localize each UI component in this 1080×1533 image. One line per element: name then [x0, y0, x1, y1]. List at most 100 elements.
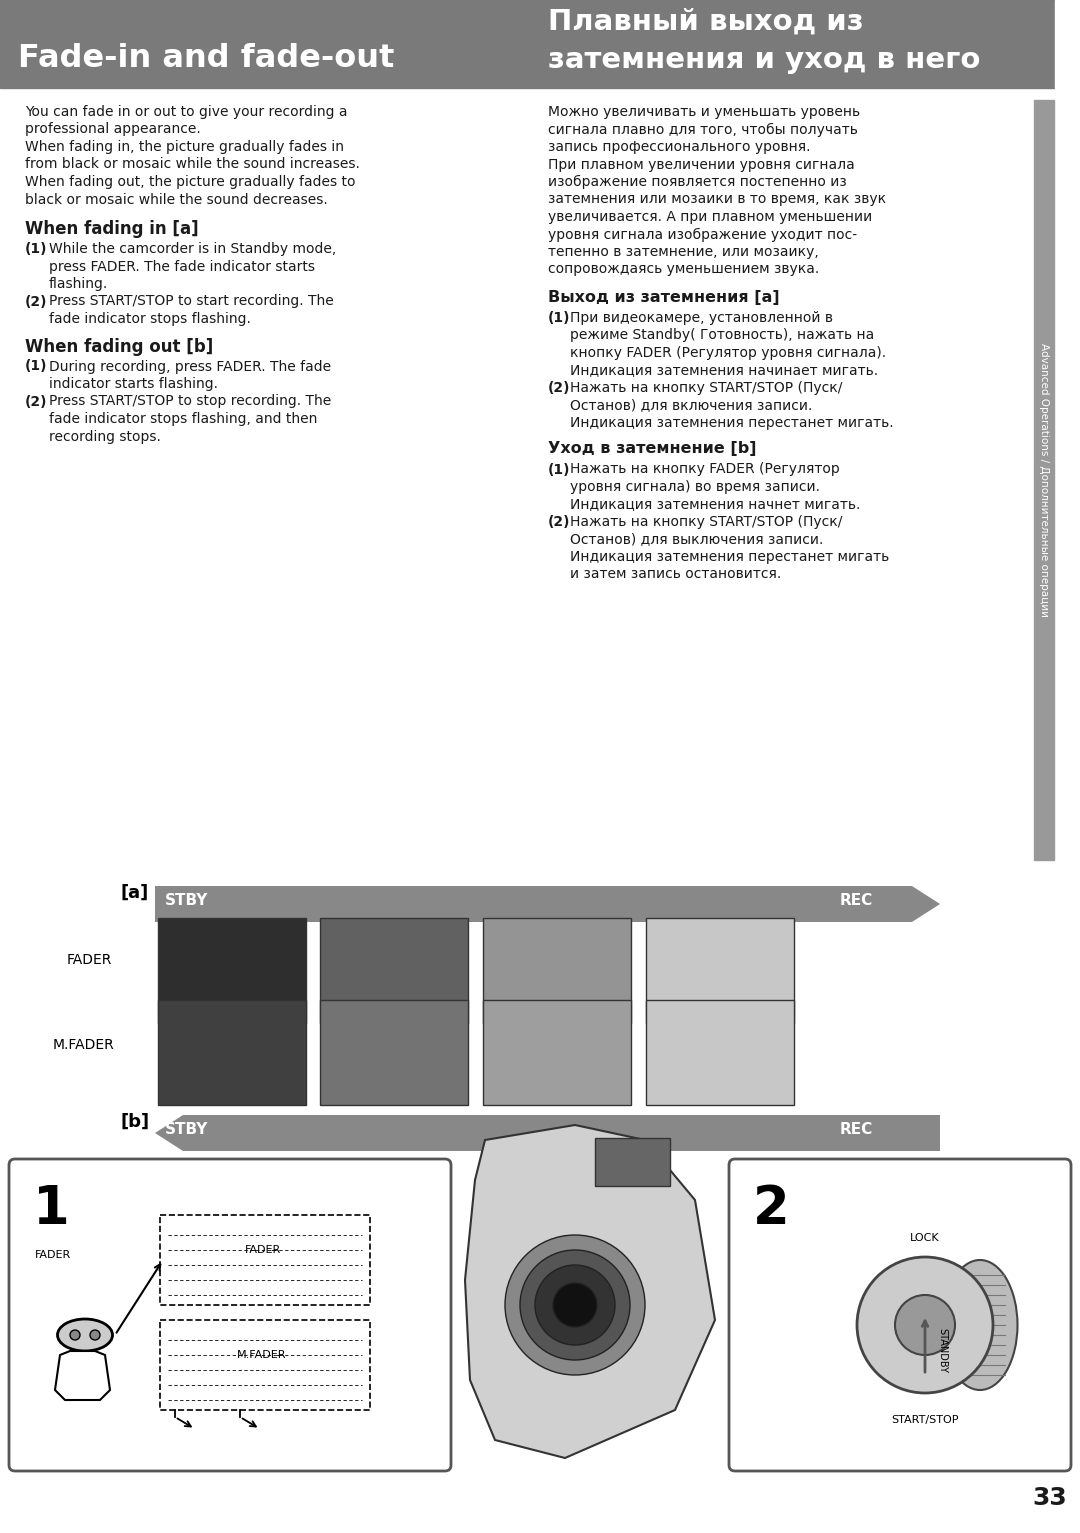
Circle shape: [90, 1331, 100, 1340]
Polygon shape: [55, 1351, 110, 1400]
Text: [b]: [b]: [120, 1113, 149, 1131]
Text: (2): (2): [25, 394, 48, 408]
Text: LOCK: LOCK: [910, 1233, 940, 1243]
Text: START/STOP: START/STOP: [891, 1415, 959, 1426]
FancyBboxPatch shape: [9, 1159, 451, 1472]
Text: [a]: [a]: [120, 885, 148, 901]
Circle shape: [505, 1236, 645, 1375]
Circle shape: [553, 1283, 597, 1328]
Text: –: –: [270, 1245, 275, 1256]
Text: STBY: STBY: [165, 1122, 208, 1137]
Text: (2): (2): [548, 382, 570, 396]
Text: запись профессионального уровня.: запись профессионального уровня.: [548, 140, 810, 153]
Text: When fading in, the picture gradually fades in: When fading in, the picture gradually fa…: [25, 140, 345, 153]
Text: 33: 33: [1032, 1485, 1067, 1510]
Text: black or mosaic while the sound decreases.: black or mosaic while the sound decrease…: [25, 193, 327, 207]
Text: уровня сигнала) во время записи.: уровня сигнала) во время записи.: [570, 480, 820, 494]
Text: (2): (2): [548, 515, 570, 529]
Text: from black or mosaic while the sound increases.: from black or mosaic while the sound inc…: [25, 158, 360, 172]
Text: While the camcorder is in Standby mode,: While the camcorder is in Standby mode,: [49, 242, 336, 256]
Text: (1): (1): [548, 311, 570, 325]
Text: fade indicator stops flashing.: fade indicator stops flashing.: [49, 313, 251, 327]
Text: M.FADER: M.FADER: [53, 1038, 114, 1052]
Text: Можно увеличивать и уменьшать уровень: Можно увеличивать и уменьшать уровень: [548, 104, 860, 120]
Text: Press START/STOP to start recording. The: Press START/STOP to start recording. The: [49, 294, 334, 308]
Text: При плавном увеличении уровня сигнала: При плавном увеличении уровня сигнала: [548, 158, 854, 172]
Text: Нажать на кнопку START/STOP (Пуск/: Нажать на кнопку START/STOP (Пуск/: [570, 382, 842, 396]
Bar: [483, 1000, 631, 1105]
Text: M.FADER: M.FADER: [237, 1351, 286, 1360]
Text: Press START/STOP to stop recording. The: Press START/STOP to stop recording. The: [49, 394, 332, 408]
Text: Останов) для выключения записи.: Останов) для выключения записи.: [570, 532, 823, 546]
Bar: [320, 918, 468, 1023]
Bar: [158, 918, 306, 1023]
Text: recording stops.: recording stops.: [49, 429, 161, 443]
Text: FADER: FADER: [67, 954, 112, 967]
Text: затемнения или мозаики в то время, как звук: затемнения или мозаики в то время, как з…: [548, 193, 886, 207]
Text: FADER: FADER: [245, 1245, 281, 1256]
Text: (1): (1): [548, 463, 570, 477]
Text: FADER: FADER: [35, 1249, 71, 1260]
Text: Индикация затемнения начинает мигать.: Индикация затемнения начинает мигать.: [570, 363, 878, 377]
Text: Останов) для включения записи.: Останов) для включения записи.: [570, 399, 812, 412]
Text: STBY: STBY: [165, 894, 208, 908]
Text: сигнала плавно для того, чтобы получать: сигнала плавно для того, чтобы получать: [548, 123, 858, 136]
Text: затемнения и уход в него: затемнения и уход в него: [548, 46, 981, 74]
Ellipse shape: [57, 1318, 112, 1351]
Text: (2): (2): [25, 294, 48, 308]
Text: Индикация затемнения начнет мигать.: Индикация затемнения начнет мигать.: [570, 498, 861, 512]
Text: STANDBY: STANDBY: [937, 1328, 947, 1372]
Text: Выход из затемнения [а]: Выход из затемнения [а]: [548, 290, 780, 305]
Text: –: –: [275, 1351, 281, 1360]
Bar: [646, 918, 794, 1023]
Bar: [646, 1000, 794, 1105]
Text: When fading out, the picture gradually fades to: When fading out, the picture gradually f…: [25, 175, 355, 189]
Bar: [1034, 100, 1054, 860]
Circle shape: [519, 1249, 630, 1360]
Bar: [160, 1216, 370, 1305]
Text: сопровождаясь уменьшением звука.: сопровождаясь уменьшением звука.: [548, 262, 820, 276]
Text: Нажать на кнопку FADER (Регулятор: Нажать на кнопку FADER (Регулятор: [570, 463, 840, 477]
Text: 2: 2: [753, 1183, 789, 1236]
Text: fade indicator stops flashing, and then: fade indicator stops flashing, and then: [49, 412, 318, 426]
FancyBboxPatch shape: [729, 1159, 1071, 1472]
Text: During recording, press FADER. The fade: During recording, press FADER. The fade: [49, 360, 332, 374]
Bar: [483, 918, 631, 1023]
Text: You can fade in or out to give your recording a: You can fade in or out to give your reco…: [25, 104, 348, 120]
Text: Нажать на кнопку START/STOP (Пуск/: Нажать на кнопку START/STOP (Пуск/: [570, 515, 842, 529]
Text: Индикация затемнения перестанет мигать: Индикация затемнения перестанет мигать: [570, 550, 889, 564]
Text: professional appearance.: professional appearance.: [25, 123, 201, 136]
Text: REC: REC: [840, 1122, 874, 1137]
Text: (1): (1): [25, 360, 48, 374]
Ellipse shape: [943, 1260, 1017, 1390]
Polygon shape: [156, 886, 940, 921]
Circle shape: [858, 1257, 993, 1393]
Text: тепенно в затемнение, или мозаику,: тепенно в затемнение, или мозаику,: [548, 245, 819, 259]
Text: REC: REC: [840, 894, 874, 908]
Bar: [320, 1000, 468, 1105]
Polygon shape: [156, 1114, 940, 1151]
Text: Advanced Operations / Дополнительные операции: Advanced Operations / Дополнительные опе…: [1039, 343, 1049, 616]
Bar: [595, 1137, 670, 1187]
Bar: [158, 1000, 306, 1105]
Text: When fading out [b]: When fading out [b]: [25, 337, 213, 356]
Text: 1: 1: [33, 1183, 70, 1236]
Text: Уход в затемнение [b]: Уход в затемнение [b]: [548, 442, 756, 457]
Text: When fading in [a]: When fading in [a]: [25, 221, 199, 238]
Text: flashing.: flashing.: [49, 277, 108, 291]
Text: кнопку FADER (Регулятор уровня сигнала).: кнопку FADER (Регулятор уровня сигнала).: [570, 346, 886, 360]
Circle shape: [895, 1295, 955, 1355]
Bar: [0, 0, 1055, 87]
Text: (1): (1): [25, 242, 48, 256]
Text: Плавный выход из: Плавный выход из: [548, 8, 864, 35]
Text: При видеокамере, установленной в: При видеокамере, установленной в: [570, 311, 833, 325]
Text: Fade-in and fade-out: Fade-in and fade-out: [18, 43, 394, 74]
Text: и затем запись остановится.: и затем запись остановится.: [570, 567, 781, 581]
Text: увеличивается. А при плавном уменьшении: увеличивается. А при плавном уменьшении: [548, 210, 873, 224]
Text: press FADER. The fade indicator starts: press FADER. The fade indicator starts: [49, 259, 315, 273]
Polygon shape: [465, 1125, 715, 1458]
Text: изображение появляется постепенно из: изображение появляется постепенно из: [548, 175, 847, 189]
Text: Индикация затемнения перестанет мигать.: Индикация затемнения перестанет мигать.: [570, 415, 893, 429]
Text: режиме Standby( Готовность), нажать на: режиме Standby( Готовность), нажать на: [570, 328, 874, 342]
Circle shape: [70, 1331, 80, 1340]
